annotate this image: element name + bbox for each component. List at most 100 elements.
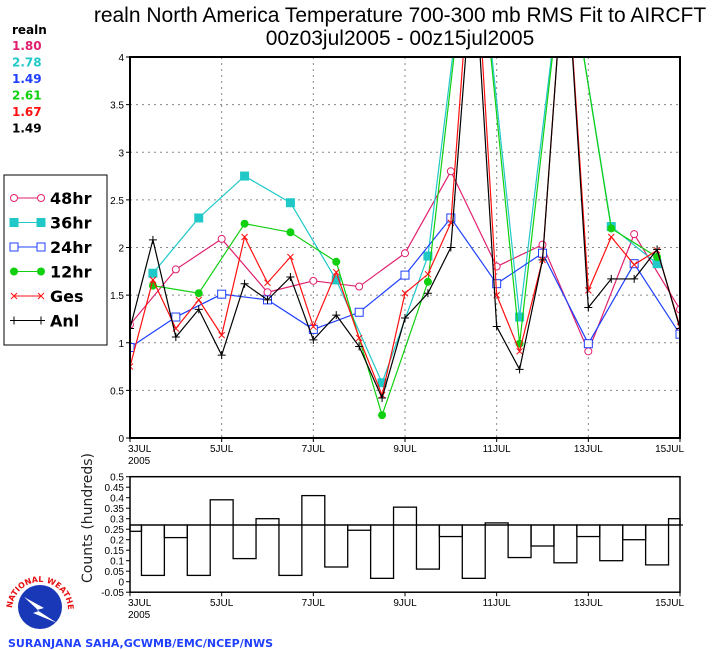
marker-plus: [401, 313, 409, 322]
marker-plus: [607, 274, 616, 283]
marker-x: [287, 253, 294, 261]
marker-plus: [446, 243, 455, 252]
x-tick-label: 3JUL: [128, 598, 152, 609]
marker-plus: [286, 273, 295, 282]
x-tick-label: 11JUL: [483, 444, 512, 455]
y-axis-label: Counts (hundreds): [80, 453, 96, 583]
marker-plus: [378, 393, 387, 402]
lightning-icon: [24, 597, 57, 623]
marker-plus: [37, 316, 45, 325]
marker-filled-circle: [332, 257, 341, 266]
marker-open-square: [675, 329, 680, 339]
marker-plus: [194, 305, 203, 314]
count-bar: [232, 524, 257, 560]
stat-value: 1.49: [12, 122, 42, 136]
x-tick-label: 9JUL: [393, 444, 417, 455]
marker-plus: [538, 255, 547, 264]
marker-plus: [630, 274, 639, 283]
marker-open-square: [629, 259, 639, 269]
marker-open-circle: [37, 194, 45, 202]
y-tick-label: 0: [118, 434, 124, 445]
y-tick-label: 0.4: [110, 494, 124, 505]
marker-x: [401, 289, 409, 297]
marker-open-square: [354, 307, 364, 317]
y-tick-label: 1.5: [110, 291, 124, 302]
x-tick-label: 7JUL: [302, 598, 326, 609]
marker-x: [607, 233, 615, 241]
y-tick-label: 0.3: [110, 515, 124, 526]
count-plot: -0.0500.050.10.150.20.250.30.350.40.450.…: [80, 453, 684, 621]
marker-x: [584, 287, 592, 294]
count-bar: [140, 524, 166, 577]
count-bar: [209, 499, 234, 526]
y-tick-label: 0.1: [110, 557, 124, 568]
legend-label: 24hr: [50, 238, 92, 257]
x-tick-label: 15JUL: [655, 444, 684, 455]
series-group: [130, 57, 680, 420]
marker-x: [10, 292, 18, 300]
plot-frame: [129, 56, 681, 439]
marker-filled-square: [285, 198, 295, 208]
marker-plus: [332, 311, 341, 320]
stat-value: 2.78: [12, 56, 42, 70]
marker-open-circle: [171, 265, 180, 274]
marker-plus: [263, 295, 272, 304]
marker-open-circle: [446, 167, 455, 176]
marker-plus: [355, 342, 364, 351]
marker-filled-square: [331, 275, 341, 285]
marker-open-square: [400, 270, 410, 280]
marker-filled-square: [36, 218, 46, 227]
y-tick-label: -0.05: [101, 588, 124, 599]
plot-frame: [129, 475, 681, 593]
marker-plus: [217, 351, 226, 360]
y-tick-label: 0.35: [105, 504, 125, 515]
marker-open-square: [583, 339, 593, 349]
count-bar: [507, 524, 532, 559]
count-bar: [392, 506, 418, 526]
marker-plus: [130, 324, 134, 333]
marker-plus: [515, 365, 524, 374]
legend: 48hr 36hr 24hr 12hr Ges Anl: [3, 174, 108, 346]
stat-value: 1.67: [12, 105, 42, 119]
marker-plus: [171, 333, 180, 342]
count-bar: [576, 524, 601, 538]
y-tick-label: 3.5: [110, 101, 124, 112]
marker-plus: [240, 279, 249, 288]
marker-open-square: [36, 242, 46, 252]
marker-open-circle: [584, 347, 593, 356]
marker-filled-square: [423, 251, 433, 261]
marker-filled-square: [240, 171, 250, 181]
marker-plus: [676, 324, 680, 333]
marker-filled-circle: [194, 289, 203, 298]
count-bar: [369, 524, 395, 579]
marker-filled-square: [148, 268, 158, 278]
stat-value: 1.80: [12, 39, 42, 53]
marker-filled-square: [377, 378, 387, 388]
marker-open-circle: [217, 234, 226, 243]
x-tick-label: 5JUL: [210, 444, 234, 455]
marker-open-circle: [630, 230, 639, 239]
count-bar: [553, 524, 578, 564]
marker-open-circle: [309, 276, 318, 285]
count-bar: [129, 524, 143, 532]
marker-plus: [653, 245, 662, 254]
marker-x: [130, 363, 134, 370]
marker-x: [332, 268, 340, 276]
marker-filled-square: [515, 312, 525, 322]
marker-filled-square: [9, 218, 19, 227]
marker-plus: [423, 289, 432, 298]
marker-open-circle: [538, 240, 547, 249]
y-tick-label: 0.15: [105, 546, 125, 557]
x-tick-label: 9JUL: [393, 598, 417, 609]
marker-open-square: [130, 343, 135, 353]
marker-open-circle: [355, 282, 364, 291]
marker-x: [37, 292, 45, 300]
series-line-12hr: [152, 57, 658, 418]
x-tick-label: 15JUL: [655, 598, 684, 609]
marker-filled-circle: [378, 411, 387, 420]
marker-filled-circle: [286, 228, 295, 237]
marker-x: [218, 331, 226, 339]
legend-box: [3, 174, 108, 346]
